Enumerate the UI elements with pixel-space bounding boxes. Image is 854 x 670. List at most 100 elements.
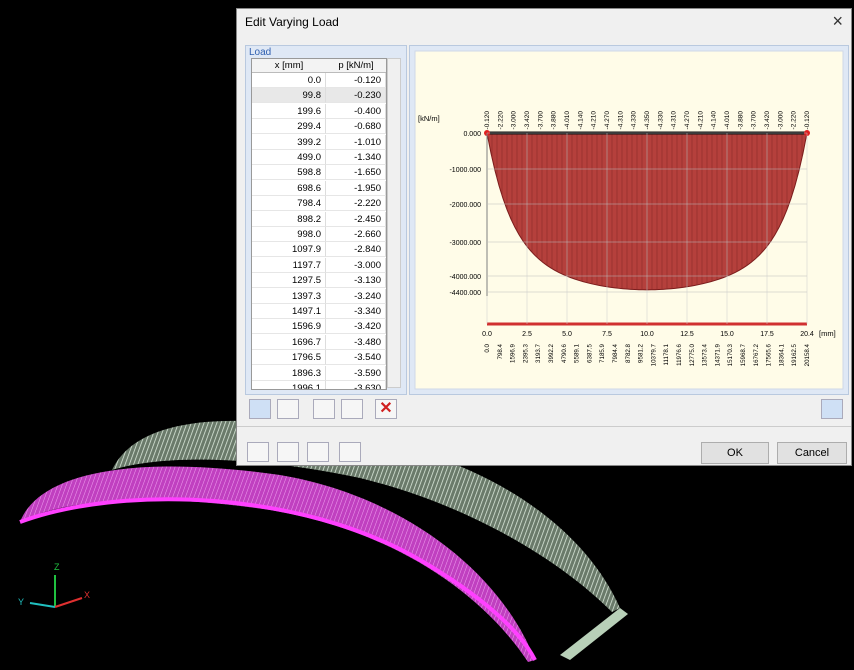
table-cell: -0.680	[326, 119, 386, 134]
bottom-value-label: 14371.9	[714, 343, 721, 366]
axis-y	[30, 603, 55, 607]
column-header: p [kN/m]	[326, 59, 387, 73]
y-tick-label: -4000.000	[449, 274, 481, 281]
bottom-value-label: 11178.1	[663, 343, 670, 365]
table-cell: -3.240	[326, 289, 386, 304]
top-value-label: -3.000	[511, 111, 518, 130]
table-cell: -3.130	[326, 273, 386, 288]
table-cell: -3.590	[326, 366, 386, 381]
diagram: 0.000-1000.000-2000.000-3000.000-4000.00…	[410, 46, 848, 394]
table-cell: 1097.9	[252, 242, 326, 257]
chart-panel: 0.000-1000.000-2000.000-3000.000-4000.00…	[409, 45, 849, 395]
table-cell: -3.480	[326, 335, 386, 350]
axis-label: Z	[54, 562, 60, 572]
scrollbar[interactable]	[387, 58, 401, 388]
group-label: Load	[249, 47, 271, 58]
table-panel: Load x [mm]p [kN/m]0.0-0.12099.8-0.23019…	[245, 45, 407, 395]
close-button[interactable]: ×	[832, 11, 843, 32]
x-tick-label: 2.5	[522, 331, 532, 338]
delete-button[interactable]: ✕	[375, 399, 397, 419]
help-button[interactable]	[247, 442, 269, 462]
bottom-value-label: 16767.2	[753, 343, 760, 366]
top-value-label: -4.210	[591, 111, 598, 130]
table-cell: 1896.3	[252, 366, 326, 381]
top-value-label: -4.010	[564, 111, 571, 130]
top-value-label: -4.140	[577, 111, 584, 130]
table-cell: -1.340	[326, 150, 386, 165]
bottom-value-label: 7185.9	[599, 343, 606, 362]
table-cell: -3.340	[326, 304, 386, 319]
table-cell: 0.0	[252, 73, 326, 88]
table-cell: 99.8	[252, 88, 326, 103]
table-cell: 1297.5	[252, 273, 326, 288]
y-tick-label: -3000.000	[449, 240, 481, 247]
table-cell: 499.0	[252, 150, 326, 165]
table-cell: -1.950	[326, 181, 386, 196]
y-tick-label: -4400.000	[449, 290, 481, 297]
table-cell: -2.450	[326, 212, 386, 227]
tool-button[interactable]	[249, 399, 271, 419]
top-value-label: -3.880	[551, 111, 558, 130]
top-value-label: -4.210	[697, 111, 704, 130]
ok-button[interactable]: OK	[701, 442, 769, 464]
top-value-label: -4.330	[657, 111, 664, 130]
top-value-label: -3.000	[777, 111, 784, 130]
bottom-value-label: 15968.7	[740, 343, 747, 366]
bottom-value-label: 18364.1	[778, 343, 785, 366]
tool-button[interactable]	[277, 399, 299, 419]
axis-x	[55, 598, 82, 607]
top-value-label: -0.120	[484, 111, 491, 130]
top-value-label: -4.350	[644, 111, 651, 130]
table-cell: -3.000	[326, 258, 386, 273]
tool-button[interactable]	[821, 399, 843, 419]
tool-button[interactable]	[313, 399, 335, 419]
bottom-value-label: 11976.6	[676, 343, 683, 365]
save-button[interactable]	[307, 442, 329, 462]
bottom-value-label: 17565.6	[766, 343, 773, 366]
top-value-label: -0.120	[804, 111, 811, 130]
tool-button[interactable]	[339, 442, 361, 462]
table-cell: 1996.1	[252, 381, 326, 390]
bottom-value-label: 10379.7	[650, 343, 657, 366]
bottom-value-label: 20158.4	[804, 343, 811, 366]
cancel-button[interactable]: Cancel	[777, 442, 847, 464]
bottom-value-label: 3193.7	[535, 343, 542, 362]
bottom-value-label: 5589.1	[574, 343, 581, 362]
axis-label: Y	[18, 597, 24, 607]
bottom-value-label: 7984.4	[612, 343, 619, 362]
x-unit: [mm]	[819, 329, 836, 338]
top-value-label: -4.270	[604, 111, 611, 130]
table-cell: -0.230	[326, 88, 386, 103]
axis-label: X	[84, 590, 90, 600]
bottom-value-label: 6387.5	[586, 343, 593, 362]
table-cell: 598.8	[252, 165, 326, 180]
table-cell: -3.540	[326, 350, 386, 365]
top-value-label: -3.700	[537, 111, 544, 130]
table-cell: -3.630	[326, 381, 386, 390]
y-tick-label: -1000.000	[449, 167, 481, 174]
table-cell: 399.2	[252, 135, 326, 150]
dialog: Edit Varying Load × Load x [mm]p [kN/m]0…	[236, 8, 852, 466]
top-value-label: -2.220	[497, 111, 504, 130]
bottom-value-label: 1596.9	[510, 343, 517, 362]
x-tick-label: 20.4	[800, 331, 814, 338]
table-cell: 898.2	[252, 212, 326, 227]
y-unit: [kN/m]	[418, 114, 440, 123]
bottom-value-label: 2395.3	[522, 343, 529, 362]
x-tick-label: 5.0	[562, 331, 572, 338]
table-cell: -2.840	[326, 242, 386, 257]
x-tick-label: 7.5	[602, 331, 612, 338]
top-value-label: -4.310	[617, 111, 624, 130]
open-button[interactable]	[277, 442, 299, 462]
bottom-value-label: 12775.0	[689, 343, 696, 366]
bottom-value-label: 4790.6	[561, 343, 568, 362]
x-tick-label: 17.5	[760, 331, 774, 338]
table-cell: 1696.7	[252, 335, 326, 350]
table-cell: 698.6	[252, 181, 326, 196]
table-cell: -2.220	[326, 196, 386, 211]
top-value-label: -4.330	[631, 111, 638, 130]
tool-button[interactable]	[341, 399, 363, 419]
bottom-value-label: 19162.5	[791, 343, 798, 366]
bottom-value-label: 15170.3	[727, 343, 734, 366]
top-value-label: -4.010	[724, 111, 731, 130]
